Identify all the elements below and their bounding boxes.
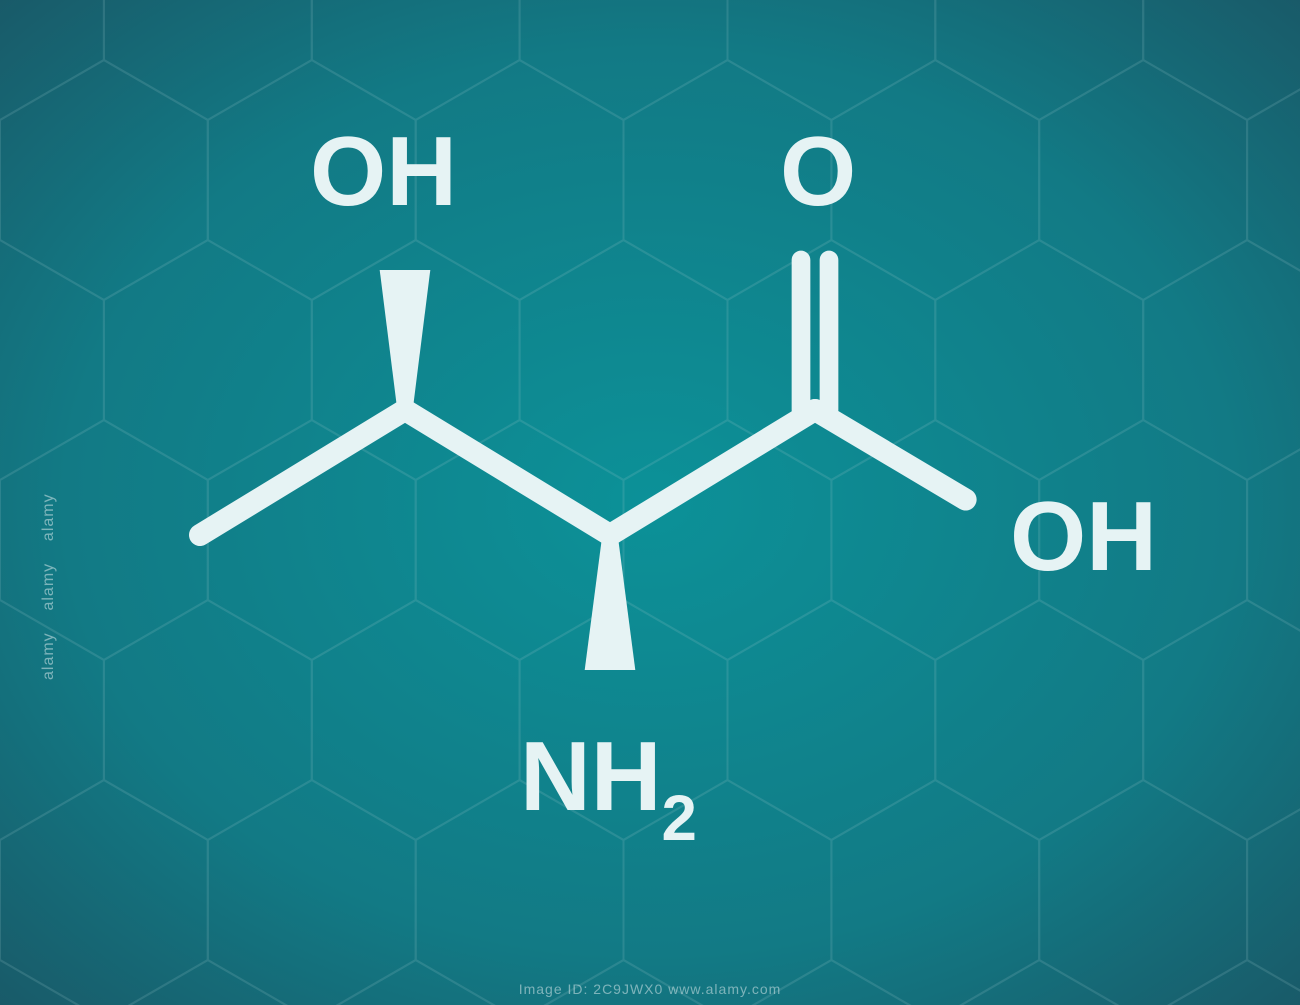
atom-label-o_dbl: O (780, 115, 856, 228)
watermark-code: Image ID: 2C9JWX0 www.alamy.com (519, 981, 782, 997)
atom-label-oh_r: OH (1010, 480, 1157, 593)
watermark-side: alamy alamy alamy (40, 493, 58, 680)
atom-label-oh_top: OH (310, 115, 457, 228)
watermark-text: alamy (40, 632, 57, 680)
atom-label-nh2: NH2 (520, 720, 697, 846)
